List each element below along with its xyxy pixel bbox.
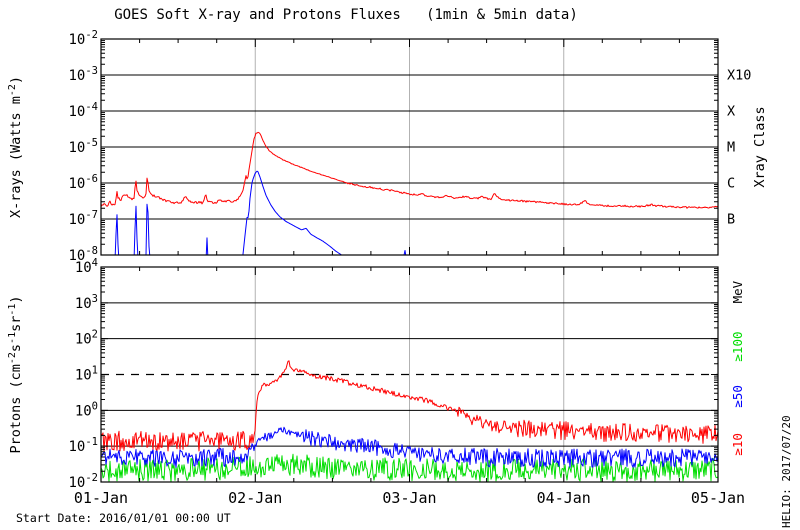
y-axis-title-xray: X-rays (Watts m-2) [7,76,24,218]
xray-class-label: B [727,212,735,228]
axis-ticks [100,267,719,482]
x-tick-label: 05-Jan [691,489,745,507]
y-tick-label: 103 [75,293,98,312]
xray-class-label: X [727,104,735,120]
axis-ticks [100,39,719,255]
y-tick-label: 101 [75,365,98,384]
y-tick-label: 100 [75,400,98,419]
x-tick-label: 01-Jan [74,489,128,507]
x-tick-label: 03-Jan [382,489,436,507]
series-protons-ge50 [101,426,718,468]
x-tick-label: 02-Jan [228,489,282,507]
y-axis-title-protons: Protons (cm-2s-1sr-1) [7,295,24,453]
xray-class-axis-title: Xray Class [752,106,768,187]
y-tick-label: 10-5 [68,137,98,156]
series-protons-ge100 [101,453,718,482]
y-tick-label: 10-1 [68,436,98,455]
series-protons-ge10 [101,360,718,452]
proton-energy-label: ≥100 [730,331,745,361]
panel-xray: 10-210-310-410-510-610-710-8X-rays (Watt… [7,29,768,264]
series-xray-long [101,131,718,209]
xray-class-label: X10 [727,68,751,84]
y-tick-label: 104 [75,257,98,276]
y-tick-label: 10-6 [68,173,98,192]
y-tick-label: 10-3 [68,65,98,84]
y-tick-label: 10-4 [68,101,98,120]
mev-unit-label: MeV [730,280,745,303]
start-date-label: Start Date: 2016/01/01 00:00 UT [16,511,231,525]
chart-title: GOES Soft X-ray and Protons Fluxes (1min… [114,7,578,23]
helio-version-label: HELIO: 2017/07/20 [780,415,793,528]
y-tick-label: 10-2 [68,29,98,48]
y-tick-label: 10-7 [68,209,98,228]
proton-energy-label: ≥50 [730,385,745,408]
xray-class-label: C [727,176,735,192]
x-tick-label: 04-Jan [537,489,591,507]
proton-energy-label: ≥10 [730,433,745,456]
y-tick-label: 102 [75,329,98,348]
xray-class-label: M [727,140,735,156]
